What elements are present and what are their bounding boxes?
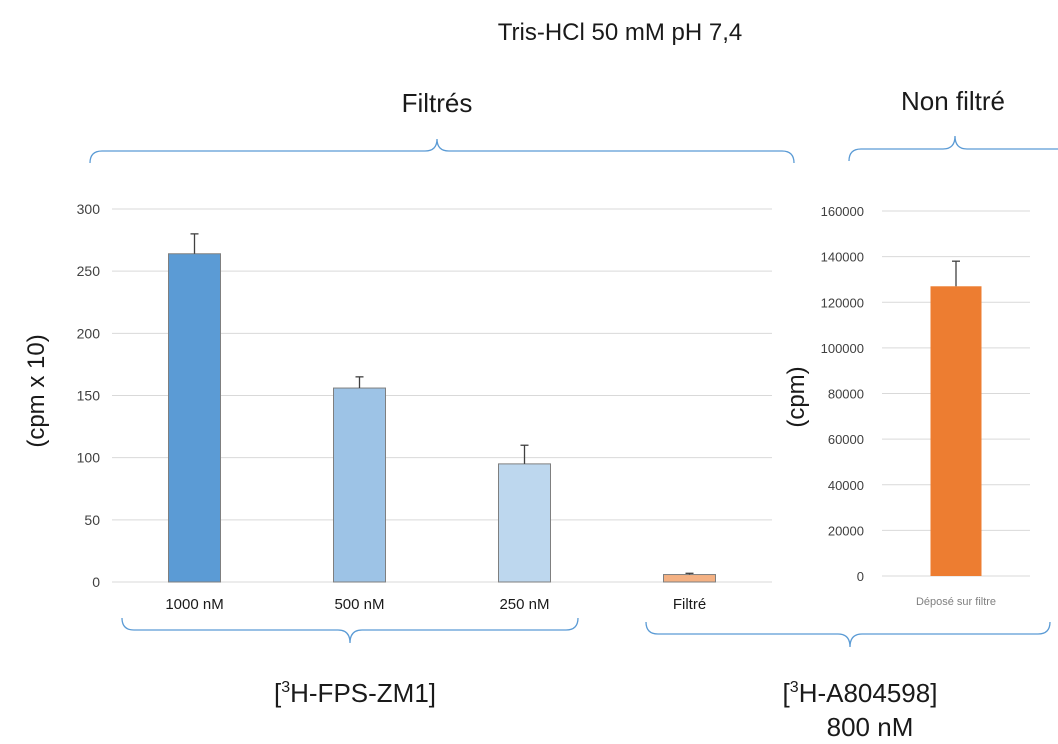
x-tick-label: 1000 nM xyxy=(165,596,223,613)
compound-right-concentration: 800 nM xyxy=(827,712,914,742)
chart-left-grid xyxy=(112,208,772,583)
compound-right-label: [3H-A804598] xyxy=(783,678,938,708)
chart-right-bars xyxy=(930,260,982,576)
x-tick-label: 500 nM xyxy=(334,596,384,613)
group-left-label: Filtrés xyxy=(402,88,473,118)
x-tick-label: 250 nM xyxy=(499,596,549,613)
bar xyxy=(498,463,551,583)
figure-title: Tris-HCl 50 mM pH 7,4 xyxy=(498,19,742,46)
chart-right: 0 20000 40000 60000 80000 100000 120000 140000 1… xyxy=(783,204,1030,608)
chart-left: 0 50 100 150 200 250 300 1000 nM 500 nM 250 nM Fi… xyxy=(23,201,772,613)
y-tick-label: 100 xyxy=(77,450,101,466)
compound-left-superscript: 3 xyxy=(281,679,290,696)
y-tick-label: 0 xyxy=(92,574,100,590)
y-tick-label: 50 xyxy=(84,512,100,528)
bracket-bottom-right xyxy=(645,621,1051,648)
y-tick-label: 250 xyxy=(77,263,101,279)
bar xyxy=(663,574,716,583)
group-right-label: Non filtré xyxy=(901,86,1005,116)
compound-right-superscript: 3 xyxy=(790,679,799,696)
compound-left-label: [3H-FPS-ZM1] xyxy=(274,678,436,708)
bracket-top-left xyxy=(89,138,795,164)
chart-right-x-ticks: Déposé sur filtre xyxy=(916,596,996,608)
y-tick-label: 20000 xyxy=(828,523,864,538)
y-tick-label: 140000 xyxy=(821,250,864,265)
x-tick-label: Filtré xyxy=(673,596,706,613)
y-tick-label: 200 xyxy=(77,325,101,341)
y-tick-label: 100000 xyxy=(821,341,864,356)
chart-left-x-ticks: 1000 nM 500 nM 250 nM Filtré xyxy=(165,596,706,613)
chart-left-bars xyxy=(168,233,716,583)
y-tick-label: 300 xyxy=(77,201,101,217)
bar xyxy=(333,387,386,583)
bar xyxy=(930,286,982,576)
y-tick-label: 150 xyxy=(77,388,101,404)
y-tick-label: 80000 xyxy=(828,387,864,402)
chart-left-y-label: (cpm x 10) xyxy=(23,334,50,447)
bracket-bottom-left xyxy=(121,617,579,644)
chart-right-y-ticks: 0 20000 40000 60000 80000 100000 120000 140000 1… xyxy=(821,204,864,584)
y-tick-label: 120000 xyxy=(821,295,864,310)
chart-right-y-label: (cpm) xyxy=(783,366,810,427)
y-tick-label: 60000 xyxy=(828,432,864,447)
y-tick-label: 160000 xyxy=(821,204,864,219)
chart-left-y-ticks: 0 50 100 150 200 250 300 xyxy=(77,201,101,590)
x-tick-label: Déposé sur filtre xyxy=(916,596,996,608)
bar xyxy=(168,253,221,583)
y-tick-label: 0 xyxy=(857,569,864,584)
y-tick-label: 40000 xyxy=(828,478,864,493)
bracket-top-right xyxy=(848,135,1058,162)
